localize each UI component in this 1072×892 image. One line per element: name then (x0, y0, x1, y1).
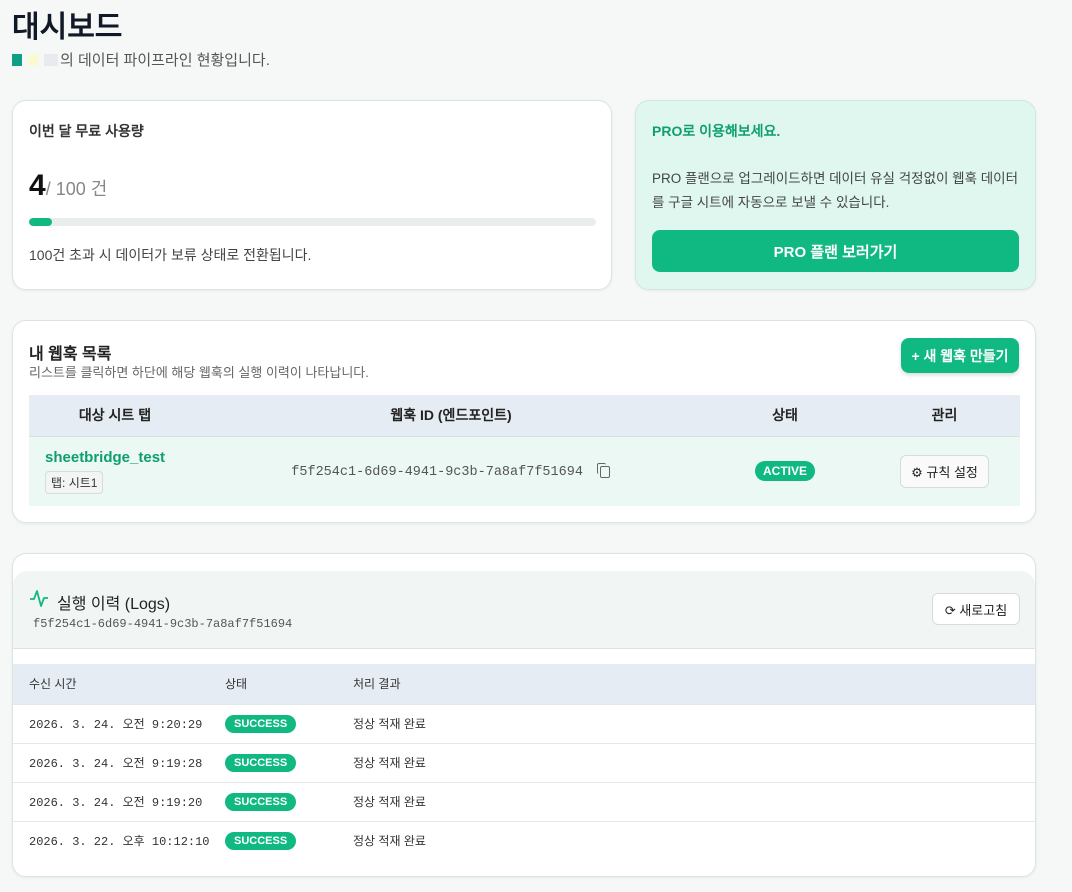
webhook-list-description: 리스트를 클릭하면 하단에 해당 웹훅의 실행 이력이 나타납니다. (29, 365, 369, 380)
webhook-row[interactable]: sheetbridge_test 탭: 시트1 f5f254c1-6d69-49… (29, 436, 1020, 506)
log-result: 정상 적재 완료 (353, 834, 426, 849)
col-log-status: 상태 (225, 677, 248, 692)
refresh-icon: ⟳ (944, 602, 956, 618)
col-status: 상태 (772, 407, 798, 424)
usage-progress-fill (29, 218, 52, 226)
log-time: 2026. 3. 24. 오전 9:19:28 (29, 757, 203, 771)
activity-icon (29, 588, 49, 613)
logs-header: 실행 이력 (Logs) f5f254c1-6d69-4941-9c3b-7a8… (13, 571, 1035, 649)
pro-plan-button[interactable]: PRO 플랜 보러가기 (652, 230, 1019, 272)
status-badge: ACTIVE (754, 461, 815, 482)
log-status-badge: SUCCESS (225, 714, 297, 733)
log-row: 2026. 3. 24. 오전 9:19:28 SUCCESS 정상 적재 완료 (13, 743, 1035, 782)
refresh-button[interactable]: ⟳ 새로고침 (932, 593, 1020, 625)
logs-title: 실행 이력 (Logs) (57, 596, 171, 613)
log-row: 2026. 3. 22. 오후 10:12:10 SUCCESS 정상 적재 완… (13, 821, 1035, 860)
log-time: 2026. 3. 22. 오후 10:12:10 (29, 835, 210, 850)
logs-table: 수신 시간 상태 처리 결과 2026. 3. 24. 오전 9:20:29 S… (13, 664, 1035, 860)
webhook-id: f5f254c1-6d69-4941-9c3b-7a8af7f51694 (291, 464, 583, 480)
pro-description: PRO 플랜으로 업그레이드하면 데이터 유실 걱정없이 웹훅 데이터를 구글 … (652, 171, 1019, 210)
webhook-table: 대상 시트 탭 웹훅 ID (엔드포인트) 상태 관리 sheetbridge_… (29, 395, 1020, 506)
sheet-name: sheetbridge_test (45, 448, 166, 466)
log-time: 2026. 3. 24. 오전 9:20:29 (29, 718, 203, 732)
rule-settings-label: 규칙 설정 (926, 464, 978, 480)
logs-webhook-id: f5f254c1-6d69-4941-9c3b-7a8af7f51694 (33, 617, 293, 631)
col-received-time: 수신 시간 (29, 677, 77, 692)
page-title: 대시보드 (12, 11, 123, 44)
webhook-table-header: 대상 시트 탭 웹훅 ID (엔드포인트) 상태 관리 (29, 395, 1020, 436)
log-row: 2026. 3. 24. 오전 9:20:29 SUCCESS 정상 적재 완료 (13, 704, 1035, 743)
log-result: 정상 적재 완료 (353, 756, 426, 770)
log-status-badge: SUCCESS (225, 792, 297, 811)
log-status-badge: SUCCESS (225, 831, 297, 850)
col-webhook-id: 웹훅 ID (엔드포인트) (390, 407, 512, 424)
col-manage: 관리 (931, 407, 958, 424)
log-status-badge: SUCCESS (225, 753, 297, 772)
refresh-label: 새로고침 (959, 602, 1008, 618)
usage-title: 이번 달 무료 사용량 (29, 123, 144, 139)
logs-card: 실행 이력 (Logs) f5f254c1-6d69-4941-9c3b-7a8… (12, 553, 1036, 877)
create-webhook-button[interactable]: + 새 웹훅 만들기 (901, 338, 1019, 373)
pro-title: PRO로 이용해보세요. (652, 123, 781, 139)
subtitle-text: 의 데이터 파이프라인 현황입니다. (60, 52, 270, 69)
log-row: 2026. 3. 24. 오전 9:19:20 SUCCESS 정상 적재 완료 (13, 782, 1035, 821)
logs-table-header: 수신 시간 상태 처리 결과 (13, 664, 1035, 704)
usage-note: 100건 초과 시 데이터가 보류 상태로 전환됩니다. (29, 247, 312, 263)
tab-badge: 탭: 시트1 (45, 470, 104, 494)
webhook-list-card: 내 웹훅 목록 리스트를 클릭하면 하단에 해당 웹훅의 실행 이력이 나타납니… (12, 320, 1036, 523)
log-result: 정상 적재 완료 (353, 795, 426, 809)
gear-icon: ⚙ (911, 464, 923, 480)
usage-card: 이번 달 무료 사용량 4 / 100 건 100건 초과 시 데이터가 보류 … (12, 100, 612, 290)
log-result: 정상 적재 완료 (353, 717, 426, 731)
usage-progress-bar (29, 218, 596, 226)
webhook-list-title: 내 웹훅 목록 (29, 346, 112, 363)
usage-count: 4 (29, 169, 46, 202)
pro-card: PRO로 이용해보세요. PRO 플랜으로 업그레이드하면 데이터 유실 걱정없… (635, 100, 1036, 290)
col-sheet-tab: 대상 시트 탭 (78, 407, 152, 424)
log-time: 2026. 3. 24. 오전 9:19:20 (29, 796, 203, 810)
redacted-username (12, 53, 58, 66)
usage-total: / 100 건 (45, 179, 108, 199)
page-subtitle: 의 데이터 파이프라인 현황입니다. (12, 49, 270, 70)
copy-icon[interactable] (596, 463, 611, 479)
rule-settings-button[interactable]: ⚙ 규칙 설정 (900, 454, 989, 488)
col-result: 처리 결과 (353, 677, 401, 692)
